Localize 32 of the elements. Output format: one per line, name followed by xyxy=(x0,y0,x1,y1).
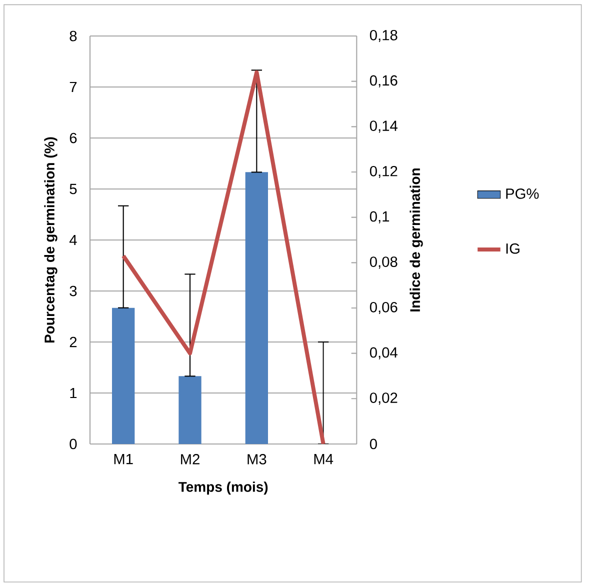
y-tick-label: 1 xyxy=(70,388,77,398)
y2-tick-label: 0,04 xyxy=(370,347,398,360)
y2-tick-label: 0,08 xyxy=(370,256,398,269)
legend-label: IG xyxy=(506,243,520,254)
legend-label: PG% xyxy=(506,188,539,199)
x-tick-label: M1 xyxy=(114,454,133,464)
y2-tick-label: 0,18 xyxy=(370,30,398,42)
y2-tick-label: 0 xyxy=(370,438,377,450)
bar xyxy=(112,308,135,444)
y2-tick-label: 0,1 xyxy=(370,211,390,224)
y2-tick-label: 0,16 xyxy=(370,75,398,88)
x-tick-label: M3 xyxy=(248,454,266,464)
y-tick-label: 6 xyxy=(70,132,77,144)
bar xyxy=(178,376,202,444)
y2-axis-title: Indice de germination xyxy=(410,168,423,312)
y-tick-label: 3 xyxy=(70,286,77,296)
y-tick-label: 4 xyxy=(69,234,77,246)
y-axis-title: Pourcentag de germination (%) xyxy=(44,137,58,343)
y-tick-label: 0 xyxy=(70,438,77,450)
x-tick-label: M4 xyxy=(314,454,334,464)
y2-tick-label: 0,12 xyxy=(370,166,398,178)
y-tick-label: 5 xyxy=(70,184,77,194)
bar xyxy=(245,172,268,444)
y2-tick-label: 0,14 xyxy=(370,120,398,133)
x-axis-title: Temps (mois) xyxy=(178,482,268,495)
y-tick-label: 2 xyxy=(70,336,77,348)
y2-tick-label: 0,02 xyxy=(370,392,398,405)
y2-tick-label: 0,06 xyxy=(370,302,398,314)
y-tick-label: 7 xyxy=(70,82,77,92)
line-series xyxy=(121,70,326,444)
x-tick-label: M2 xyxy=(181,454,200,464)
y-tick-label: 8 xyxy=(70,30,77,42)
